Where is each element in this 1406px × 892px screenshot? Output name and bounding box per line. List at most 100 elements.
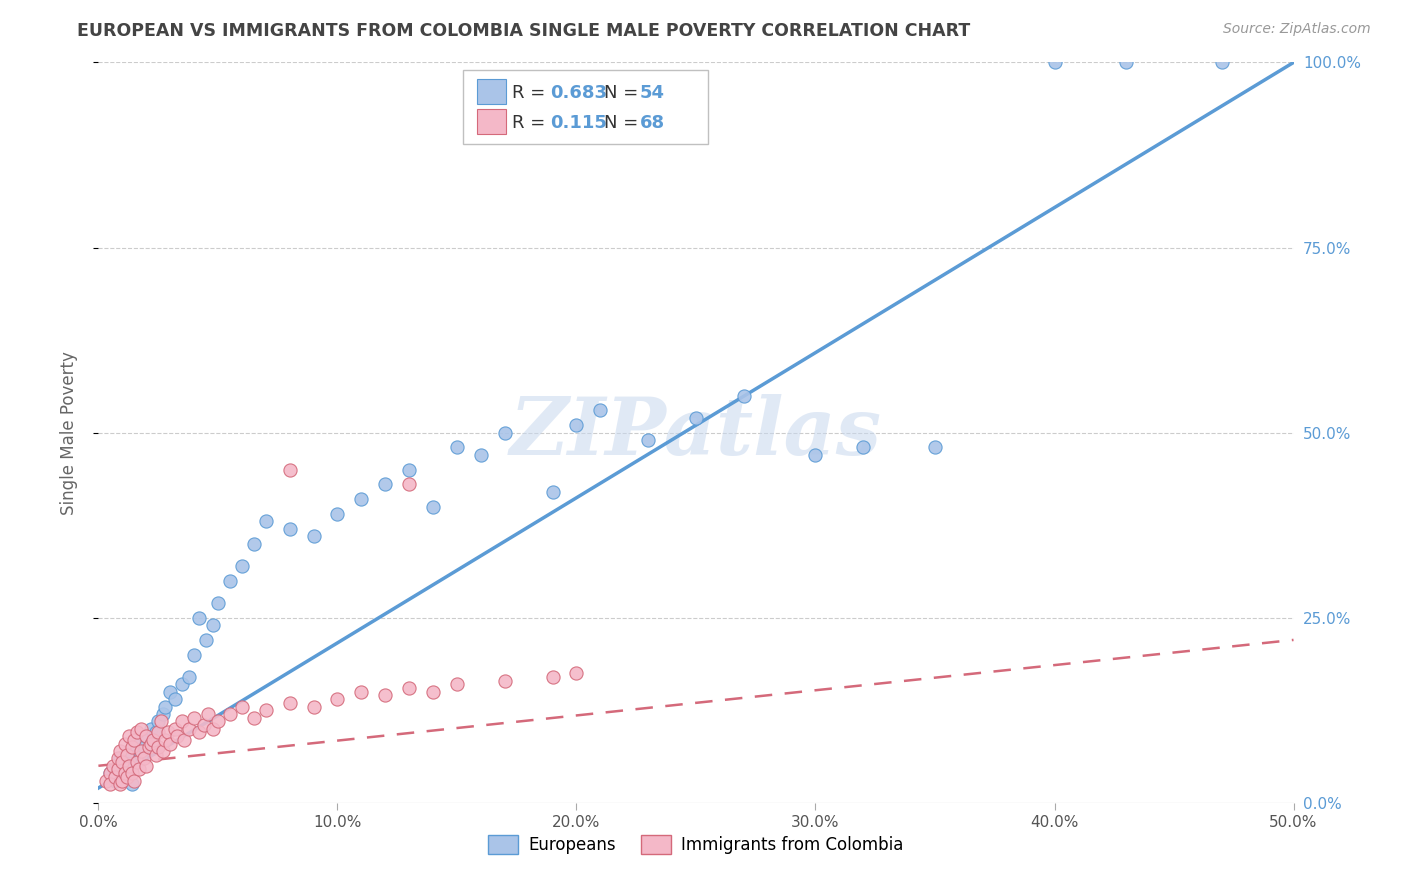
Point: [278, 696, 301, 710]
Point: [114, 766, 136, 780]
Point: [148, 740, 170, 755]
Point: [166, 729, 188, 743]
Point: [108, 751, 131, 765]
Point: [139, 722, 162, 736]
Point: [179, 670, 201, 684]
Point: [149, 714, 172, 729]
Point: [163, 722, 186, 736]
Point: [118, 729, 141, 743]
Point: [302, 529, 325, 543]
Point: [1211, 55, 1233, 70]
Point: [107, 763, 129, 777]
Point: [138, 740, 160, 755]
Point: [541, 484, 564, 499]
Text: R =: R =: [512, 114, 551, 132]
Point: [565, 666, 588, 681]
Point: [302, 699, 325, 714]
Point: [470, 448, 492, 462]
Point: [155, 732, 177, 747]
Point: [98, 766, 122, 780]
Point: [193, 718, 215, 732]
Text: N =: N =: [605, 84, 644, 102]
Point: [183, 711, 205, 725]
Legend: Europeans, Immigrants from Colombia: Europeans, Immigrants from Colombia: [482, 829, 910, 861]
Point: [115, 770, 138, 784]
Point: [148, 725, 170, 739]
Point: [685, 410, 707, 425]
Point: [98, 766, 122, 780]
FancyBboxPatch shape: [477, 79, 506, 104]
Point: [135, 729, 157, 743]
Point: [589, 403, 612, 417]
Point: [125, 755, 148, 769]
Point: [98, 777, 122, 791]
Text: Source: ZipAtlas.com: Source: ZipAtlas.com: [1223, 22, 1371, 37]
Point: [243, 711, 266, 725]
Point: [118, 744, 141, 758]
Point: [187, 610, 209, 624]
Point: [124, 737, 146, 751]
Point: [163, 692, 186, 706]
Point: [139, 737, 162, 751]
Point: [131, 747, 153, 762]
Point: [924, 441, 946, 455]
Point: [278, 462, 301, 476]
Point: [446, 441, 468, 455]
Point: [326, 507, 349, 521]
Point: [115, 763, 138, 777]
Point: [231, 558, 253, 573]
Point: [107, 751, 129, 765]
Point: [183, 648, 205, 662]
Point: [172, 714, 194, 729]
Point: [541, 670, 564, 684]
Point: [142, 732, 165, 747]
Point: [121, 777, 143, 791]
Point: [172, 677, 194, 691]
Point: [124, 732, 146, 747]
Text: 68: 68: [640, 114, 665, 132]
Point: [350, 492, 373, 507]
Point: [111, 755, 134, 769]
Point: [398, 477, 420, 491]
Point: [207, 596, 229, 610]
FancyBboxPatch shape: [477, 109, 506, 135]
Point: [398, 462, 420, 476]
Point: [1043, 55, 1066, 70]
Point: [125, 725, 148, 739]
Point: [852, 441, 875, 455]
Point: [108, 777, 131, 791]
Point: [804, 448, 827, 462]
Point: [125, 755, 148, 769]
Point: [118, 758, 141, 772]
Text: ZIPatlas: ZIPatlas: [510, 394, 882, 471]
Point: [398, 681, 420, 695]
Point: [207, 714, 229, 729]
Text: 0.115: 0.115: [550, 114, 607, 132]
Point: [152, 744, 174, 758]
Point: [422, 500, 444, 514]
Point: [202, 618, 225, 632]
Point: [173, 732, 195, 747]
Point: [142, 732, 165, 747]
Point: [145, 747, 167, 762]
Point: [350, 685, 373, 699]
Point: [219, 574, 242, 588]
FancyBboxPatch shape: [463, 70, 709, 144]
Point: [145, 725, 167, 739]
Text: EUROPEAN VS IMMIGRANTS FROM COLOMBIA SINGLE MALE POVERTY CORRELATION CHART: EUROPEAN VS IMMIGRANTS FROM COLOMBIA SIN…: [77, 22, 970, 40]
Point: [108, 744, 131, 758]
Point: [422, 685, 444, 699]
Point: [202, 722, 225, 736]
Point: [111, 773, 134, 788]
Point: [131, 744, 153, 758]
Point: [111, 758, 134, 772]
Text: N =: N =: [605, 114, 644, 132]
Point: [231, 699, 253, 714]
Point: [101, 758, 124, 772]
Point: [132, 740, 155, 755]
Point: [1115, 55, 1137, 70]
Point: [494, 673, 516, 688]
Text: R =: R =: [512, 84, 551, 102]
Point: [494, 425, 516, 440]
Point: [278, 522, 301, 536]
